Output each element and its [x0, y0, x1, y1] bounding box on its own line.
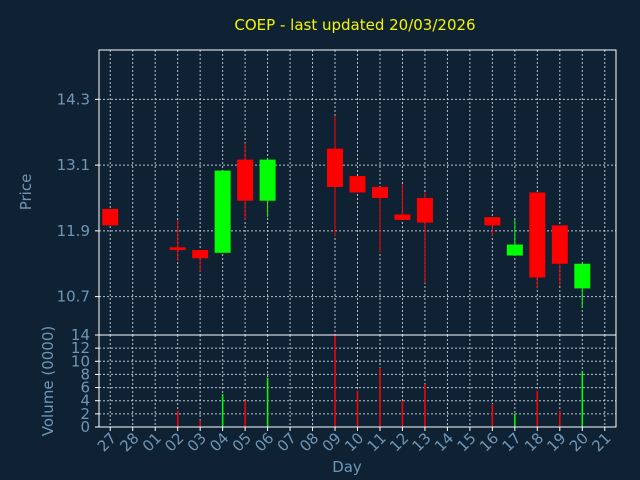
candle-body	[416, 197, 433, 223]
price-gridlines	[99, 50, 616, 335]
volume-bar	[176, 410, 179, 427]
candlestick-series	[102, 115, 591, 308]
volume-tick-label: 8	[80, 365, 90, 383]
candle-body	[349, 176, 366, 193]
candle	[214, 170, 231, 253]
volume-tick-label: 14	[71, 326, 90, 344]
candle-body	[551, 225, 568, 264]
price-tick-label: 11.9	[57, 222, 90, 240]
candle	[169, 219, 186, 262]
candle-body	[169, 247, 186, 251]
candle	[102, 208, 119, 226]
volume-bar	[244, 400, 246, 427]
chart-title: COEP - last updated 20/03/2026	[234, 16, 475, 34]
candle	[394, 184, 411, 220]
candle-body	[102, 208, 119, 226]
candle	[529, 192, 546, 289]
volume-bar	[559, 410, 561, 427]
price-axis-ticks: 10.7 11.9 13.1 14.3	[57, 90, 99, 306]
volume-tick-label: 10	[71, 352, 90, 370]
candle-body	[394, 214, 411, 220]
volume-bar	[379, 367, 381, 427]
candle	[551, 225, 568, 286]
volume-bar	[536, 390, 539, 427]
volume-axis-label: Volume (0000)	[39, 326, 57, 436]
candle	[506, 219, 523, 256]
volume-tick-label: 6	[80, 379, 90, 397]
day-axis-label: Day	[332, 458, 362, 476]
candle-body	[484, 217, 501, 226]
price-tick-label: 10.7	[57, 288, 90, 306]
volume-bar	[514, 413, 516, 427]
day-axis-ticks: 2728010203040506070809101112131415161718…	[94, 427, 615, 455]
volume-tick-label: 12	[71, 339, 90, 357]
volume-tick-label: 2	[80, 405, 90, 423]
volume-bar	[334, 335, 336, 427]
candle	[327, 115, 344, 237]
volume-bar	[424, 384, 426, 427]
candle-body	[371, 187, 388, 198]
volume-bar	[199, 420, 201, 427]
candle-body	[192, 250, 209, 259]
candle	[192, 250, 209, 272]
candle	[371, 187, 388, 253]
candle-body	[214, 170, 231, 253]
candle-body	[574, 263, 591, 289]
price-axis-label: Price	[17, 174, 35, 211]
candle	[416, 192, 433, 283]
price-tick-label: 13.1	[57, 156, 90, 174]
candle-body	[327, 148, 344, 188]
day-tick-label: 21	[588, 429, 614, 455]
volume-tick-label: 0	[80, 418, 90, 436]
price-tick-label: 14.3	[57, 90, 90, 108]
candle	[484, 217, 501, 237]
candle-body	[259, 159, 276, 201]
volume-tick-label: 4	[80, 392, 90, 410]
volume-bar	[221, 394, 224, 427]
candle	[574, 263, 591, 308]
volume-bars	[176, 335, 584, 427]
candle-body	[506, 244, 523, 256]
volume-bar	[401, 400, 404, 427]
volume-bar	[491, 404, 494, 427]
volume-bar	[356, 390, 359, 427]
candle	[237, 143, 254, 220]
candle-body	[237, 159, 254, 201]
volume-bar	[581, 371, 584, 427]
volume-bar	[266, 377, 269, 427]
candle	[349, 176, 366, 193]
candle	[259, 159, 276, 218]
candle-body	[529, 192, 546, 278]
